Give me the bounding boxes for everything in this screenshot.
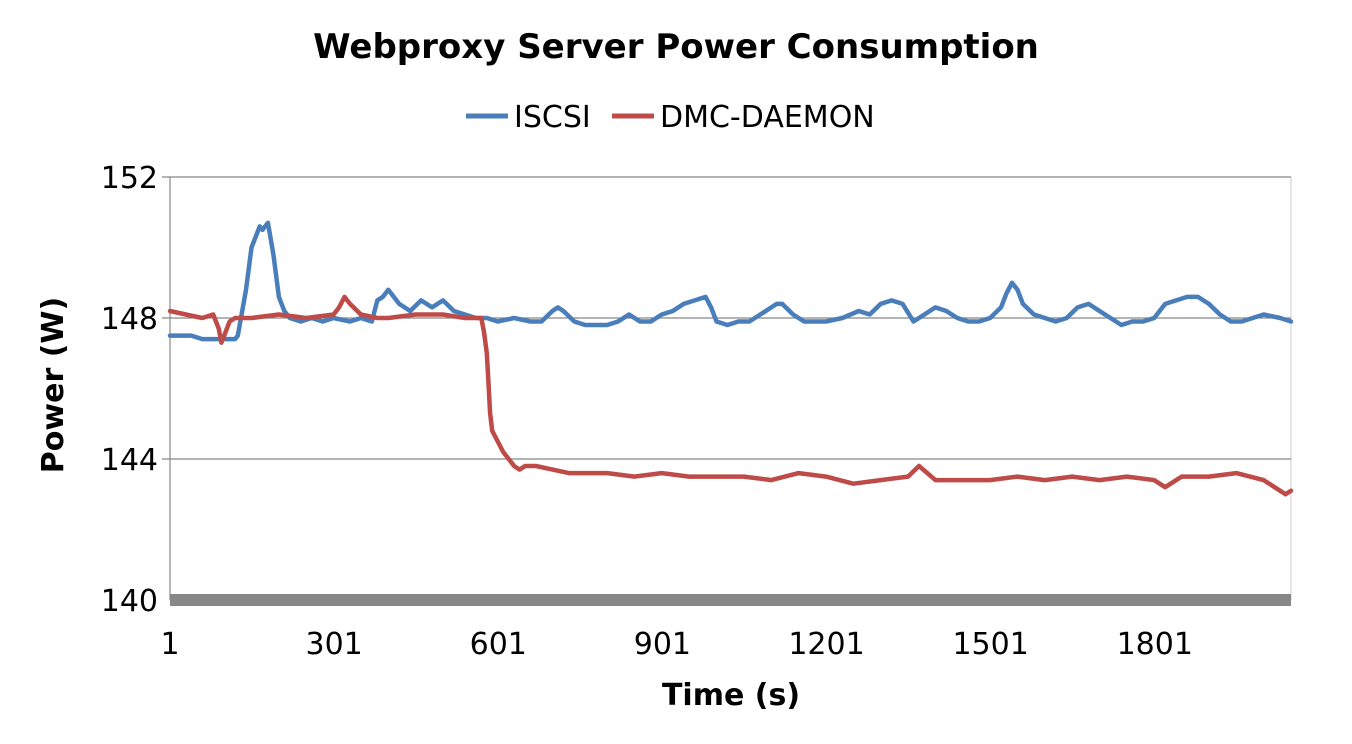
x-tick-label: 601 bbox=[470, 627, 527, 662]
chart-title: Webproxy Server Power Consumption bbox=[313, 27, 1039, 67]
legend-label-iscsi: ISCSI bbox=[514, 100, 591, 135]
x-tick-label: 1 bbox=[160, 627, 179, 662]
x-tick-label: 901 bbox=[634, 627, 691, 662]
y-tick-label: 140 bbox=[101, 584, 158, 619]
y-axis-title: Power (W) bbox=[36, 297, 71, 473]
x-tick-label: 1501 bbox=[952, 627, 1028, 662]
y-tick-label: 148 bbox=[101, 302, 158, 337]
series-layer bbox=[167, 220, 1294, 497]
y-tick-label: 152 bbox=[101, 161, 158, 196]
series-line-dmc-daemon bbox=[167, 294, 1294, 497]
legend: ISCSI DMC-DAEMON bbox=[466, 100, 875, 135]
legend-label-dmc-daemon: DMC-DAEMON bbox=[660, 100, 875, 135]
x-tick-label: 1201 bbox=[788, 627, 864, 662]
gridlines bbox=[162, 176, 1292, 606]
y-axis-ticks: 140 144 148 152 bbox=[101, 161, 158, 619]
x-axis-line bbox=[170, 594, 1291, 606]
x-tick-label: 301 bbox=[305, 627, 362, 662]
x-tick-label: 1801 bbox=[1117, 627, 1193, 662]
y-tick-label: 144 bbox=[101, 443, 158, 478]
x-axis-title: Time (s) bbox=[662, 678, 800, 713]
x-axis-ticks: 1 301 601 901 1201 1501 1801 bbox=[160, 627, 1192, 662]
series-line-iscsi bbox=[167, 220, 1294, 342]
